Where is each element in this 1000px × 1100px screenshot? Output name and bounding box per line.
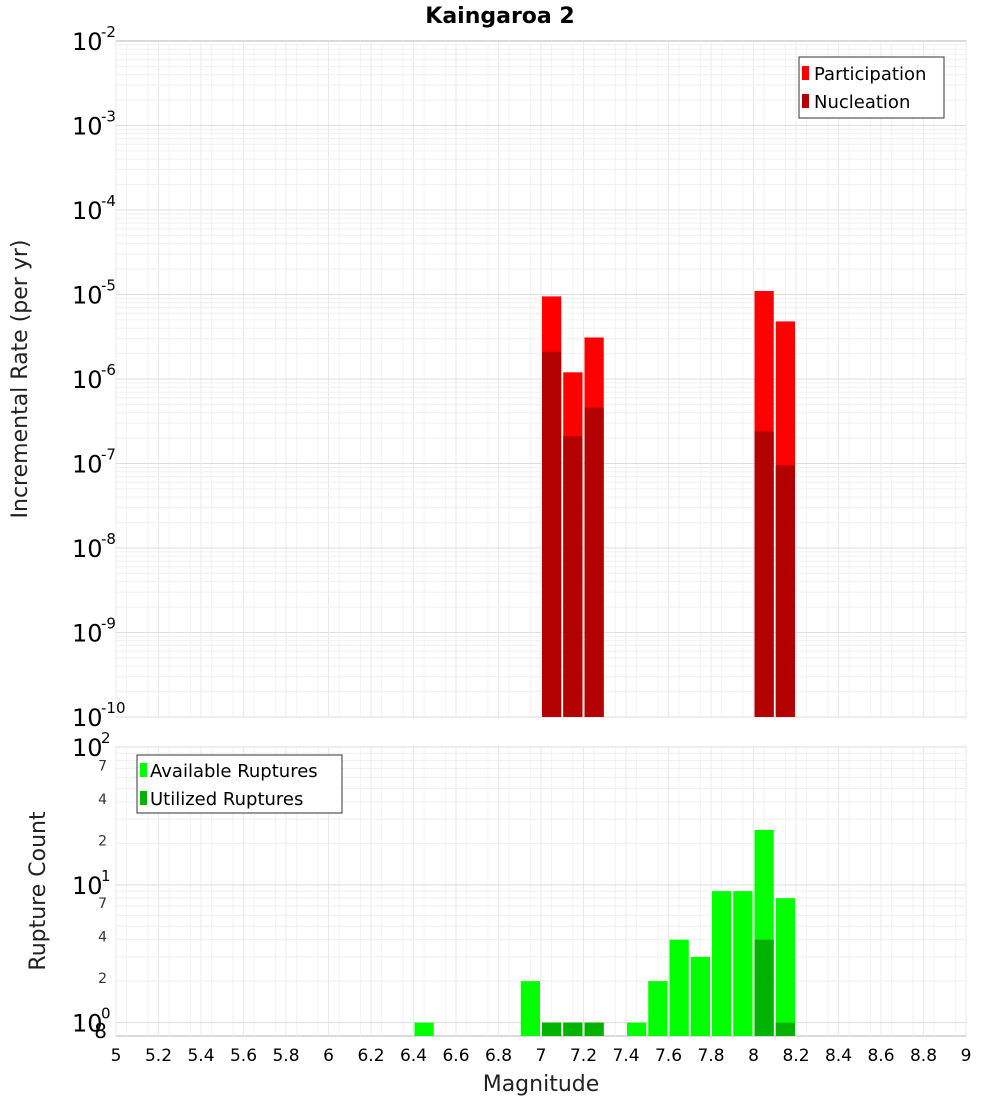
rate-y-tick-label: 10 bbox=[72, 282, 103, 310]
utilized-bar bbox=[754, 939, 774, 1036]
rate-y-tick-label: 10 bbox=[72, 113, 103, 141]
count-y-tick-exponent: 2 bbox=[101, 729, 111, 747]
nucleation-bar bbox=[542, 351, 562, 717]
chart-title: Kaingaroa 2 bbox=[425, 4, 574, 29]
x-tick-label: 8.4 bbox=[825, 1046, 852, 1066]
rate-y-tick-exponent: -10 bbox=[101, 699, 126, 717]
rate-y-tick-exponent: -5 bbox=[101, 277, 116, 295]
nucleation-bar bbox=[584, 407, 604, 717]
x-tick-label: 8.6 bbox=[867, 1046, 894, 1066]
available-swatch bbox=[140, 763, 147, 777]
rate-panel: 10-210-310-410-510-610-710-810-910-10 In… bbox=[8, 23, 967, 732]
count-y-minor-label: 7 bbox=[98, 896, 107, 912]
nucleation-bar bbox=[754, 431, 774, 717]
utilized-bar bbox=[563, 1022, 583, 1036]
x-tick-label: 6.2 bbox=[357, 1046, 384, 1066]
utilized-swatch bbox=[140, 791, 147, 805]
nucleation-bar bbox=[775, 465, 795, 717]
available-bar bbox=[520, 981, 540, 1036]
rate-legend-box bbox=[798, 56, 945, 119]
utilized-legend-label: Utilized Ruptures bbox=[150, 789, 303, 810]
x-axis-label: Magnitude bbox=[483, 1072, 600, 1097]
rate-y-tick-label: 10 bbox=[72, 535, 103, 563]
x-tick-label: 5.8 bbox=[272, 1046, 299, 1066]
count-y-tick-label: 10 bbox=[72, 734, 103, 762]
rate-y-axis-label: Incremental Rate (per yr) bbox=[8, 240, 33, 519]
rate-y-tick-label: 10 bbox=[72, 197, 103, 225]
x-tick-label: 8.8 bbox=[910, 1046, 937, 1066]
utilized-bar bbox=[542, 1022, 562, 1036]
rate-legend: Participation Nucleation bbox=[798, 56, 945, 119]
available-bar bbox=[414, 1022, 434, 1036]
rate-y-tick-label: 10 bbox=[72, 28, 103, 56]
x-tick-label: 6 bbox=[323, 1046, 334, 1066]
rate-y-tick-exponent: -4 bbox=[101, 192, 116, 210]
x-tick-label: 7.6 bbox=[655, 1046, 682, 1066]
x-tick-label: 7.8 bbox=[697, 1046, 724, 1066]
rate-grid bbox=[115, 41, 967, 718]
available-bar bbox=[775, 898, 795, 1036]
count-y-tick-exponent: 1 bbox=[101, 867, 111, 885]
x-tick-label: 5.2 bbox=[145, 1046, 172, 1066]
available-bar bbox=[669, 939, 689, 1036]
count-y-minor-label: 2 bbox=[98, 971, 107, 987]
x-tick-label: 9 bbox=[961, 1046, 972, 1066]
count-y-axis-label: Rupture Count bbox=[26, 811, 51, 971]
available-legend-label: Available Ruptures bbox=[150, 761, 318, 782]
available-bar bbox=[733, 891, 753, 1036]
rate-y-tick-exponent: -3 bbox=[101, 108, 116, 126]
count-y-minor-label: 7 bbox=[98, 758, 107, 774]
count-y-minor-label: 4 bbox=[98, 792, 107, 808]
rate-y-tick-label: 10 bbox=[72, 451, 103, 479]
available-bar bbox=[712, 891, 732, 1036]
available-bar bbox=[627, 1022, 647, 1036]
rate-y-tick-label: 10 bbox=[72, 704, 103, 732]
rate-y-tick-exponent: -7 bbox=[101, 446, 116, 464]
participation-swatch bbox=[802, 66, 809, 80]
x-tick-label: 8.2 bbox=[782, 1046, 809, 1066]
x-tick-label: 6.6 bbox=[442, 1046, 469, 1066]
x-tick-label: 7.2 bbox=[570, 1046, 597, 1066]
count-y-minor-label: 8 bbox=[94, 1019, 107, 1043]
x-tick-label: 5.6 bbox=[230, 1046, 257, 1066]
available-bar bbox=[690, 956, 710, 1036]
nucleation-legend-label: Nucleation bbox=[814, 92, 910, 113]
rate-y-tick-exponent: -8 bbox=[101, 530, 116, 548]
utilized-bar bbox=[584, 1022, 604, 1036]
x-tick-label: 5.4 bbox=[187, 1046, 214, 1066]
rate-y-tick-exponent: -2 bbox=[101, 23, 116, 41]
rate-y-ticks: 10-210-310-410-510-610-710-810-910-10 bbox=[72, 23, 126, 732]
count-y-minor-label: 4 bbox=[98, 930, 107, 946]
x-tick-label: 7.4 bbox=[612, 1046, 639, 1066]
participation-legend-label: Participation bbox=[814, 64, 926, 85]
rate-bars bbox=[542, 291, 795, 717]
x-tick-label: 7 bbox=[536, 1046, 547, 1066]
magnitude-x-ticks: 5 5.2 5.4 5.6 5.8 6 6.2 6.4 6.6 6.8 7 7.2 7.4 7.6 7.8 8… bbox=[111, 1046, 972, 1066]
count-legend-box bbox=[136, 754, 343, 814]
nucleation-swatch bbox=[802, 94, 809, 108]
x-tick-label: 5 bbox=[111, 1046, 122, 1066]
rate-y-tick-label: 10 bbox=[72, 620, 103, 648]
utilized-bar bbox=[775, 1022, 795, 1036]
nucleation-bar bbox=[563, 436, 583, 717]
rate-y-tick-exponent: -6 bbox=[101, 361, 116, 379]
rate-y-tick-exponent: -9 bbox=[101, 615, 116, 633]
count-legend: Available Ruptures Utilized Ruptures bbox=[136, 754, 343, 814]
x-tick-label: 6.4 bbox=[400, 1046, 427, 1066]
x-tick-label: 6.8 bbox=[485, 1046, 512, 1066]
count-y-tick-exponent: 0 bbox=[101, 1005, 111, 1023]
rate-y-tick-label: 10 bbox=[72, 366, 103, 394]
x-tick-label: 8 bbox=[748, 1046, 759, 1066]
available-bar bbox=[648, 981, 668, 1036]
count-y-minor-label: 2 bbox=[98, 833, 107, 849]
count-y-tick-label: 10 bbox=[72, 1010, 103, 1038]
count-y-tick-label: 10 bbox=[72, 872, 103, 900]
count-bars bbox=[414, 829, 795, 1036]
